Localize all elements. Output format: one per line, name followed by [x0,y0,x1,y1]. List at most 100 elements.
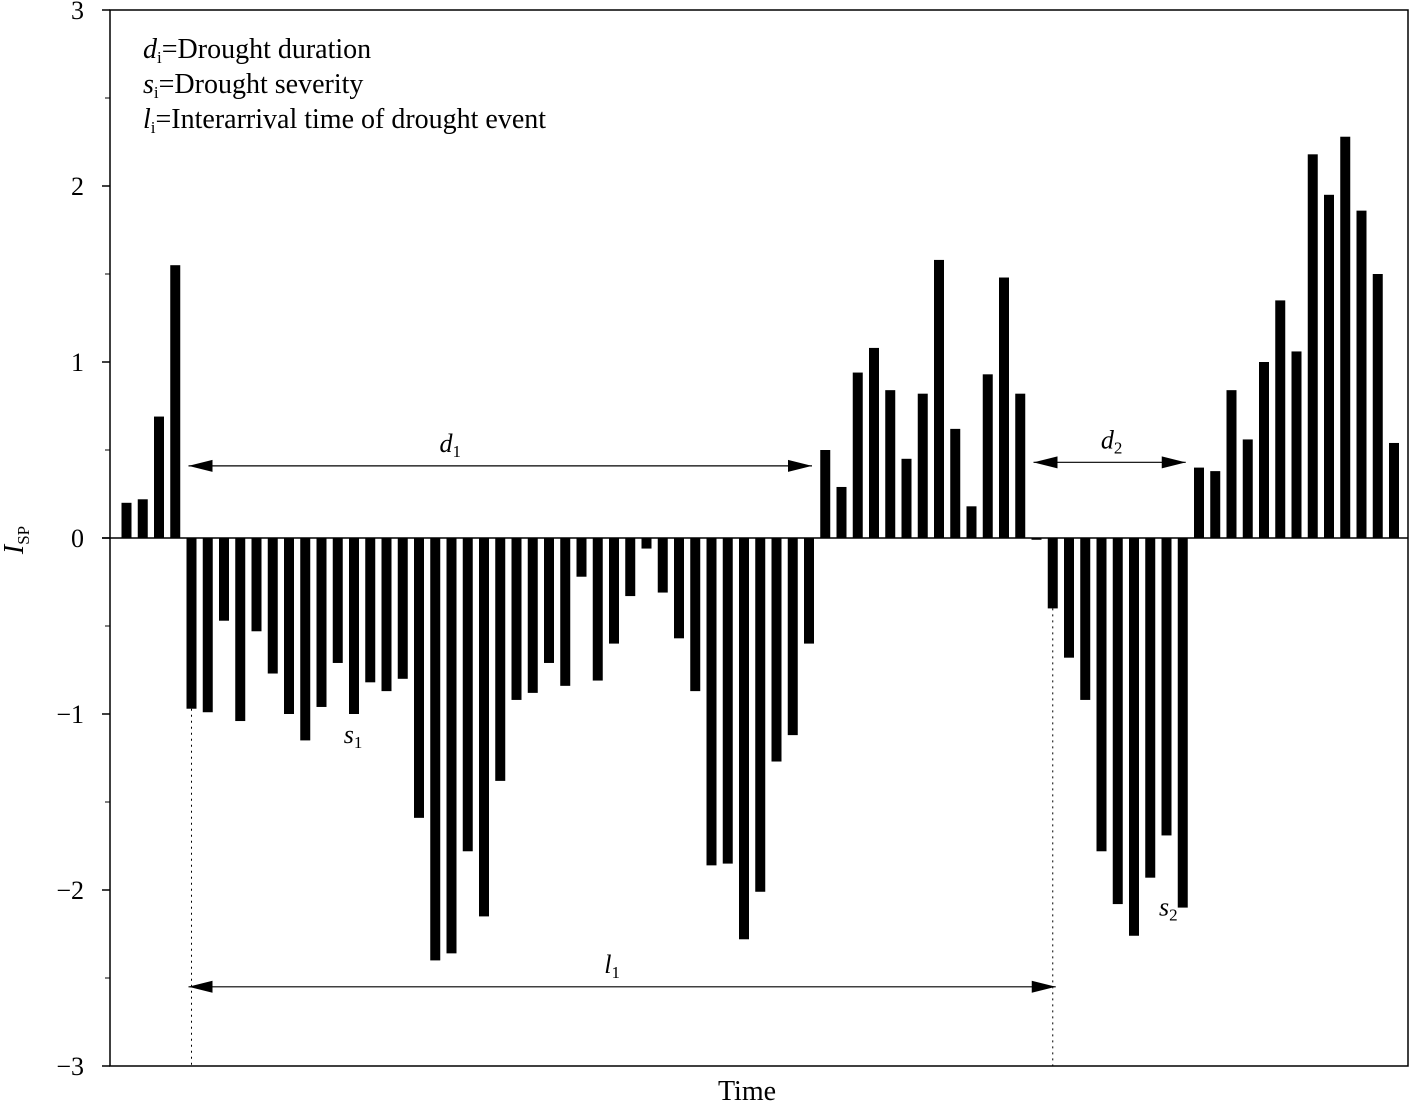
bar [251,538,262,632]
bar [1242,439,1253,538]
bar [1210,471,1221,538]
bar [170,265,181,538]
x-axis-title: Time [718,1076,776,1107]
bar [560,538,571,686]
bar [446,538,457,954]
bar [316,538,327,707]
bar [950,428,961,538]
d1-arrowhead-right [788,459,812,472]
bar [755,538,766,892]
bar [154,416,164,538]
legend-entry-severity: si=Drought severity [143,69,363,102]
bar [917,393,928,538]
y-tick-label: −1 [56,700,84,729]
bar [300,538,311,741]
bar [739,538,749,940]
bar [235,538,246,722]
bar [495,538,506,781]
bar [641,538,652,549]
l1-arrowhead-left [188,980,213,993]
bar [1372,274,1383,538]
bar [787,538,798,736]
bar [1145,538,1156,878]
bar [1226,390,1237,538]
bar [625,538,636,597]
bar [674,538,684,639]
bar [511,538,522,700]
bar [852,372,863,538]
l1-label: l1 [604,950,620,982]
d1-label: d1 [440,429,462,461]
l1-arrowhead-right [1031,980,1056,993]
bar [836,486,847,538]
y-tick-label: −2 [56,876,84,905]
y-tick-label: −3 [56,1052,84,1081]
legend-entry-duration: di=Drought duration [143,34,371,67]
y-tick-label: 2 [71,172,84,201]
bar [1031,538,1042,540]
y-axis-title: ISP [0,526,33,555]
bar [1324,194,1334,539]
bar [1389,442,1399,538]
legend: di=Drought duration si=Drought severity … [143,34,546,137]
bar [332,538,343,663]
bar [576,538,587,577]
bar [966,506,977,538]
bar [885,390,896,538]
y-tick-label: 0 [71,524,84,553]
bar [999,277,1009,538]
bar [1194,467,1204,538]
bar [137,499,148,538]
bar [771,538,782,762]
bar [1291,351,1302,538]
bar [706,538,717,866]
bar [1080,538,1091,700]
bar [1307,154,1318,538]
bar [1112,538,1123,905]
bar [1161,538,1172,836]
y-tick-label: 1 [71,348,84,377]
bar [722,538,733,864]
bar [462,538,473,852]
bar [934,259,944,538]
bar [804,538,814,644]
bar [186,538,197,709]
bar [657,538,668,593]
bar [219,538,229,621]
bar [1177,538,1188,908]
bar [1015,393,1026,538]
bar [121,502,132,538]
bar [284,538,294,714]
bar [1129,538,1139,936]
bar [592,538,603,681]
bar [349,538,359,714]
bar [267,538,278,674]
bar [397,538,408,679]
bar [527,538,538,693]
bar [869,347,879,538]
bar [982,374,993,538]
bar [1340,136,1351,538]
bar [1356,210,1367,538]
d2-arrowhead-right [1161,456,1186,469]
bar [365,538,376,683]
bar [430,538,441,961]
bar [381,538,392,692]
bar [479,538,489,917]
bar [202,538,213,713]
bar [1096,538,1107,852]
bar [544,538,554,663]
bar [1064,538,1074,658]
d2-arrowhead-left [1033,456,1058,469]
s1-label: s1 [344,720,363,752]
bar [901,458,912,538]
bar [1047,538,1058,609]
bar [1275,300,1286,538]
bar [820,450,831,538]
y-tick-label: 3 [71,0,84,25]
d2-label: d2 [1101,425,1123,457]
d1-arrowhead-left [188,459,213,472]
bar [690,538,701,692]
bar [1259,362,1269,538]
